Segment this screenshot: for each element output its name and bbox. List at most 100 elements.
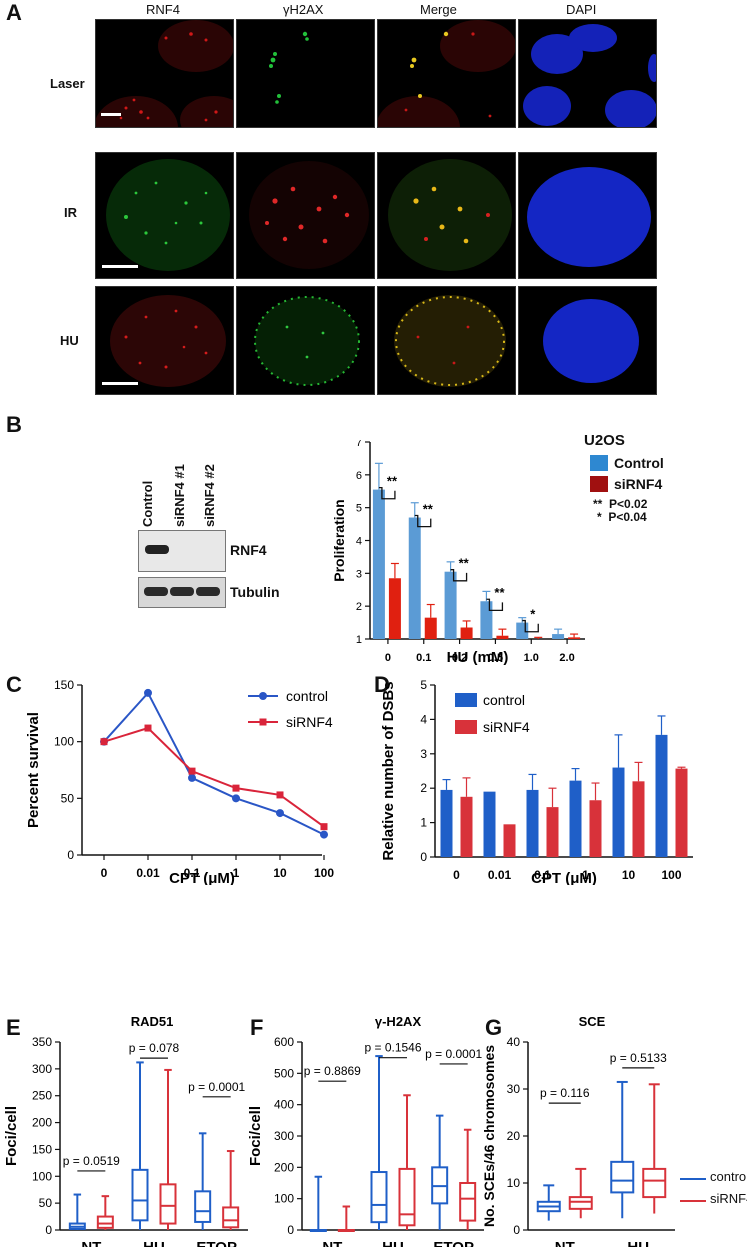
x-axis-label: CPT (μM) [169, 870, 235, 885]
y-tick-label: 300 [32, 1062, 52, 1076]
bar-sirnf4 [388, 578, 401, 639]
y-tick-label: 5 [420, 680, 427, 692]
pvalue-label: p = 0.0001 [425, 1047, 482, 1061]
x-tick-label: 2.0 [559, 652, 574, 664]
panel-letter-e: E [6, 1015, 21, 1040]
x-tick-label: 100 [661, 868, 681, 882]
box-sirnf4 [96, 1215, 114, 1229]
pvalue-label: p = 0.0001 [188, 1080, 245, 1094]
panel-letter-a: A [6, 0, 22, 25]
legend-sirnf4-label: siRNF4 [614, 476, 663, 492]
y-tick-label: 40 [507, 1035, 521, 1049]
x-tick-label: ETOP [196, 1239, 237, 1247]
blot-tubulin-strip [138, 577, 226, 608]
x-tick-label: 0.1 [534, 868, 551, 882]
panel-letter-b: B [6, 412, 22, 437]
significance-stars: ** [423, 502, 434, 517]
y-axis-label: Proliferation [331, 499, 347, 581]
row-label-hu: HU [60, 333, 79, 348]
chart-f-gh2ax: 0 100 200 300 400 500 600 NT HU ETOP Foci/cell γ-H2… [248, 1014, 484, 1247]
panel-letter-c: C [6, 672, 22, 697]
bar-control [444, 571, 457, 639]
col-header-merge: Merge [420, 2, 457, 17]
x-tick-label: 0.1 [184, 866, 201, 880]
chart-g-sce: 0 10 20 30 40 NT HU No. SCEs/46 chromosomes SCE p… [482, 1014, 675, 1247]
legend-g-control-label: control [710, 1169, 747, 1184]
y-tick-label: 0 [45, 1223, 52, 1237]
blot-lane-sirnf4-2: siRNF4 #2 [202, 464, 217, 527]
micro-laser-rnf4 [95, 19, 234, 128]
x-tick-label: 100 [314, 866, 334, 880]
bar-control [483, 791, 496, 857]
legend-d-control-swatch [455, 693, 477, 707]
box-sirnf4 [459, 1182, 477, 1222]
box-sirnf4 [159, 1183, 177, 1225]
blot-rnf4-band [145, 545, 169, 554]
x-tick-label: NT [555, 1239, 575, 1247]
blot-label-tubulin: Tubulin [230, 584, 280, 600]
panel-letter-g: G [485, 1015, 503, 1040]
x-axis-label: HU (mM) [447, 649, 509, 665]
y-tick-label: 3 [356, 568, 362, 580]
x-tick-label: 0.1 [416, 652, 431, 664]
micro-ir-dapi [518, 152, 657, 279]
y-tick-label: 1 [356, 634, 362, 646]
y-tick-label: 4 [420, 712, 427, 726]
x-axis-label: CPT (μM) [531, 870, 597, 885]
box-control [194, 1190, 212, 1223]
chart-title: SCE [579, 1014, 606, 1029]
point-control [276, 809, 284, 818]
bar-control [526, 789, 539, 857]
panel-letter-d: D [374, 672, 390, 697]
significance-bracket [522, 619, 539, 633]
bar-control [408, 517, 421, 639]
y-tick-label: 400 [274, 1098, 294, 1112]
bar-sirnf4 [546, 807, 559, 857]
blot-lane-sirnf4-1: siRNF4 #1 [172, 464, 187, 527]
significance-bracket [450, 569, 468, 582]
y-tick-label: 20 [507, 1129, 521, 1143]
col-header-dapi: DAPI [566, 2, 597, 17]
x-tick-label: 0.2 [452, 652, 467, 664]
x-tick-label: ETOP [433, 1239, 474, 1247]
legend-control-swatch [590, 455, 608, 471]
y-tick-label: 250 [32, 1089, 52, 1103]
series-line-sirnf4 [103, 726, 325, 828]
y-tick-label: 100 [54, 735, 74, 749]
x-tick-label: 10 [622, 868, 636, 882]
x-tick-label: 1 [582, 868, 589, 882]
legend-c-sirnf4-label: siRNF4 [286, 714, 333, 730]
x-tick-label: 0 [385, 652, 391, 664]
y-tick-label: 30 [507, 1082, 521, 1096]
micro-laser-gh2ax [236, 19, 375, 128]
bar-sirnf4 [460, 627, 473, 639]
y-axis-label: No. SCEs/46 chromosomes [482, 1045, 497, 1227]
col-header-rnf4: RNF4 [146, 2, 180, 17]
point-sirnf4 [320, 823, 328, 831]
legend-u2os-title: U2OS [584, 432, 625, 449]
x-tick-label: 10 [273, 866, 287, 880]
bar-sirnf4 [424, 617, 437, 639]
chart-c-survival: 0 50 100 150 0 0.01 0.1 1 10 100 Percent survival C… [25, 680, 334, 885]
y-tick-label: 5 [356, 503, 362, 515]
y-tick-label: 0 [67, 848, 74, 862]
y-tick-label: 6 [356, 470, 362, 482]
legend-c-control-label: control [286, 688, 328, 704]
y-axis-label: Foci/cell [3, 1106, 20, 1166]
x-tick-label: HU [627, 1239, 649, 1247]
blot-label-rnf4: RNF4 [230, 542, 267, 558]
micro-hu-rnf4 [95, 286, 234, 395]
significance-stars: ** [387, 474, 398, 489]
bar-control [372, 489, 385, 639]
point-sirnf4 [188, 767, 196, 775]
significance-stars: ** [459, 556, 470, 571]
legend-sirnf4-swatch [590, 476, 608, 492]
bar-control [612, 767, 625, 857]
bar-sirnf4 [503, 824, 516, 857]
point-sirnf4 [276, 791, 284, 799]
y-tick-label: 2 [420, 781, 427, 795]
bar-sirnf4 [568, 637, 581, 639]
bar-sirnf4 [675, 768, 688, 857]
legend-d-control-label: control [483, 692, 525, 708]
y-tick-label: 3 [420, 747, 427, 761]
